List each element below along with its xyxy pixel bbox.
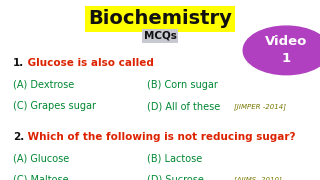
Text: (D) All of these: (D) All of these xyxy=(147,101,220,111)
Text: Video
1: Video 1 xyxy=(265,35,308,65)
Text: [AIIMS -2010]: [AIIMS -2010] xyxy=(234,177,281,180)
Circle shape xyxy=(243,26,320,75)
Text: [JIMPER -2014]: [JIMPER -2014] xyxy=(234,103,286,110)
Text: (B) Lactose: (B) Lactose xyxy=(147,153,203,163)
Text: (A) Glucose: (A) Glucose xyxy=(13,153,69,163)
Text: 1.: 1. xyxy=(13,58,24,68)
Text: (C) Maltose: (C) Maltose xyxy=(13,175,68,180)
Text: Glucose is also called: Glucose is also called xyxy=(24,58,154,68)
Text: (D) Sucrose: (D) Sucrose xyxy=(147,175,204,180)
Text: (A) Dextrose: (A) Dextrose xyxy=(13,80,74,90)
Text: (B) Corn sugar: (B) Corn sugar xyxy=(147,80,218,90)
Text: Biochemistry: Biochemistry xyxy=(88,9,232,28)
Text: MCQs: MCQs xyxy=(144,31,176,41)
Text: 2.: 2. xyxy=(13,132,24,142)
Text: Which of the following is not reducing sugar?: Which of the following is not reducing s… xyxy=(24,132,295,142)
Text: (C) Grapes sugar: (C) Grapes sugar xyxy=(13,101,96,111)
